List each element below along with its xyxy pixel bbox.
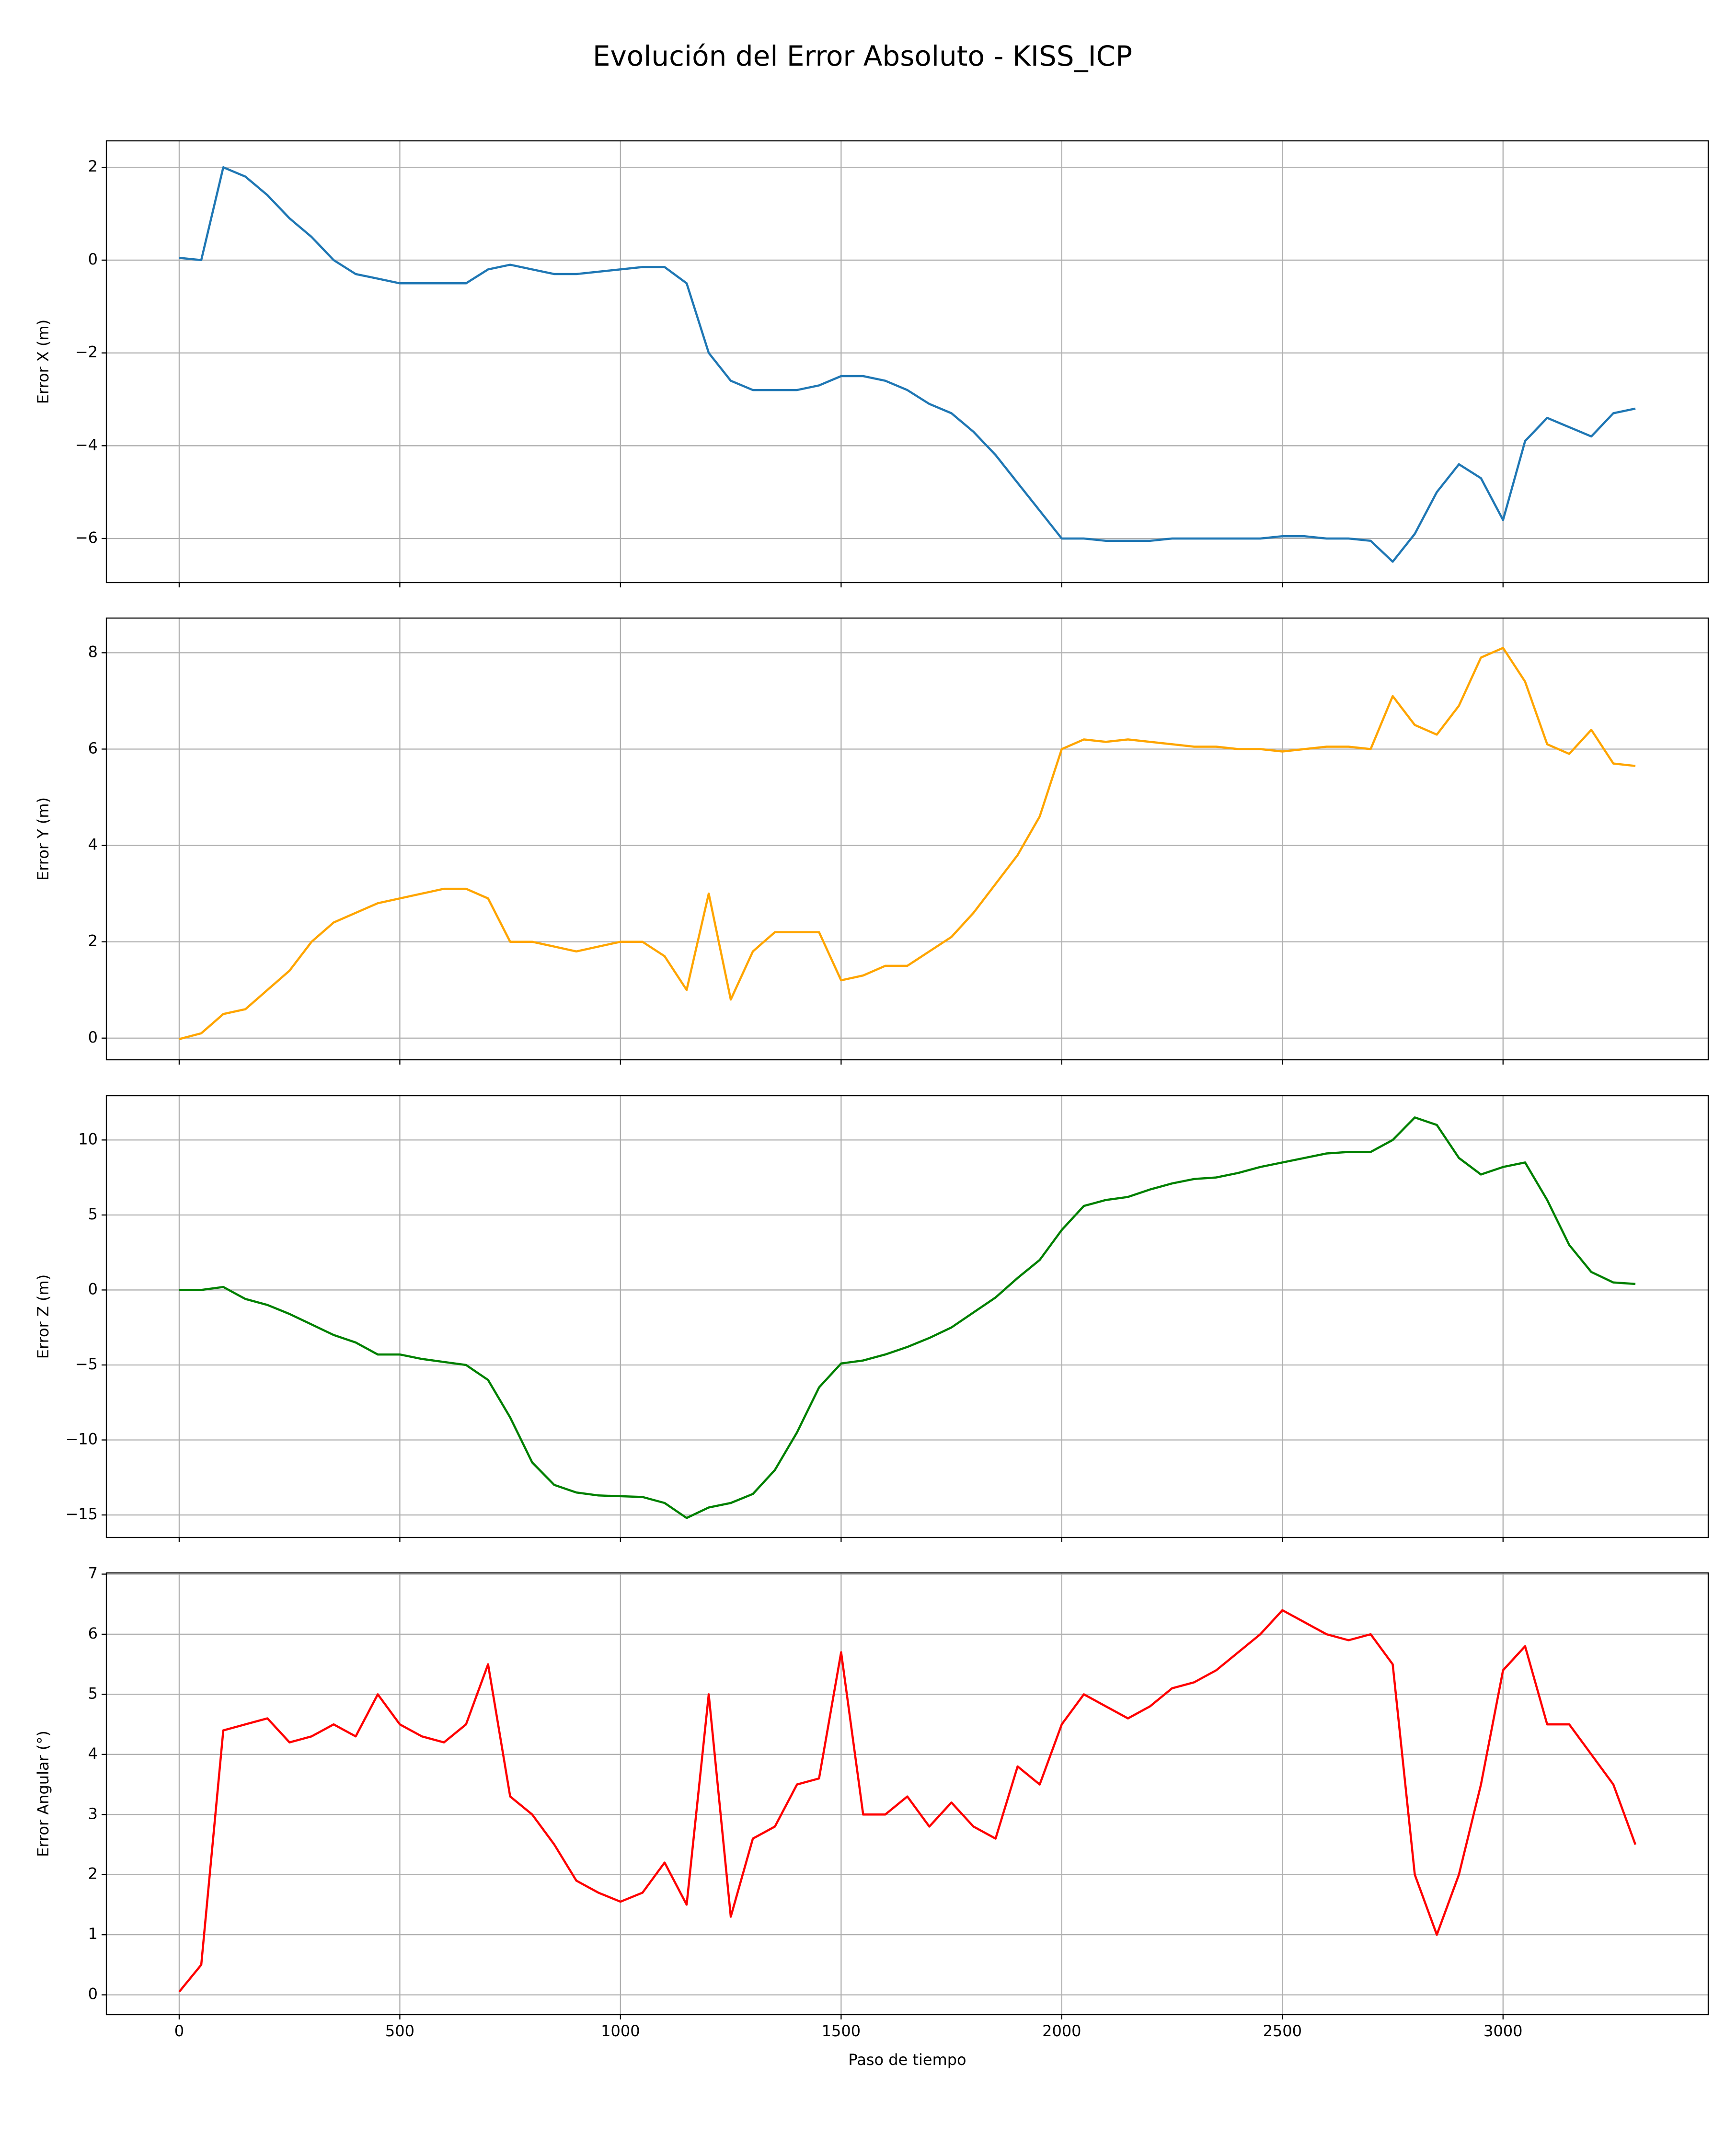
x-tick-label: 0	[174, 2022, 184, 2040]
x-tick-label: 1000	[601, 2022, 640, 2040]
y-axis-label: Error Z (m)	[34, 1274, 52, 1359]
y-tick-label: 4	[88, 836, 98, 854]
y-tick-label: 6	[88, 739, 98, 757]
y-tick-label: 0	[88, 250, 98, 268]
axes-frame	[105, 1572, 1709, 2016]
y-tick-label: 0	[88, 1028, 98, 1046]
x-axis-label: Paso de tiempo	[848, 2051, 966, 2069]
series-line	[179, 1116, 1636, 1519]
y-tick-label: 7	[88, 1564, 98, 1583]
y-tick-label: 4	[88, 1744, 98, 1763]
y-tick-label: −10	[65, 1430, 98, 1448]
series-line	[179, 166, 1636, 563]
y-tick-label: 10	[78, 1130, 98, 1148]
y-tick-label: 0	[88, 1985, 98, 2003]
y-tick-label: 2	[88, 1865, 98, 1883]
y-tick-label: 6	[88, 1624, 98, 1642]
series-line	[178, 1609, 1637, 1993]
x-tick-label: 3000	[1484, 2022, 1522, 2040]
series-line	[179, 647, 1636, 1040]
axes-frame	[105, 1095, 1709, 1538]
axes-frame	[105, 617, 1709, 1061]
y-tick-label: 2	[88, 157, 98, 175]
y-tick-label: 5	[88, 1684, 98, 1702]
y-tick-label: −15	[65, 1505, 98, 1523]
y-tick-label: 1	[88, 1925, 98, 1943]
y-axis-label: Error Angular (°)	[34, 1731, 52, 1857]
y-axis-label: Error X (m)	[34, 320, 52, 404]
y-tick-label: 8	[88, 642, 98, 661]
y-tick-label: 0	[88, 1280, 98, 1298]
y-tick-label: 5	[88, 1205, 98, 1223]
y-tick-label: 3	[88, 1804, 98, 1823]
figure-title: Evolución del Error Absoluto - KISS_ICP	[593, 40, 1132, 72]
x-tick-label: 1500	[822, 2022, 861, 2040]
axes-frame	[105, 140, 1709, 584]
y-tick-label: 2	[88, 932, 98, 950]
x-tick-label: 2500	[1263, 2022, 1302, 2040]
y-tick-label: −5	[75, 1355, 98, 1373]
y-axis-label: Error Y (m)	[34, 797, 52, 881]
x-tick-label: 2000	[1042, 2022, 1081, 2040]
x-tick-label: 500	[385, 2022, 414, 2040]
y-tick-label: −2	[75, 343, 98, 361]
y-tick-label: −6	[75, 528, 98, 547]
y-tick-label: −4	[75, 436, 98, 454]
